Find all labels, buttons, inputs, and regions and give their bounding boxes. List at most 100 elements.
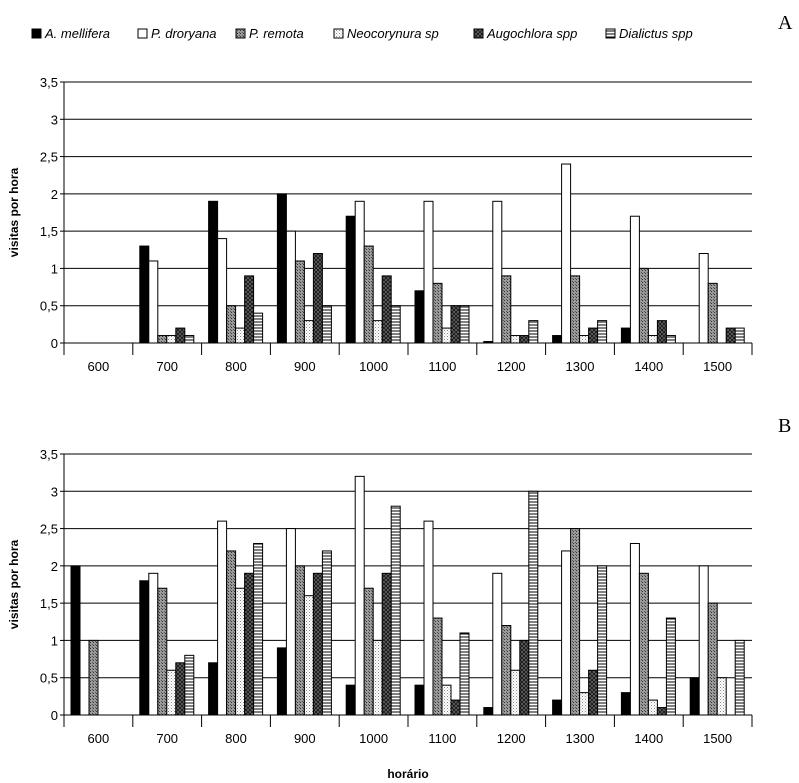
bar-neocorynura-sp-1200 [510, 335, 521, 344]
legend-swatch [605, 28, 616, 39]
y-tick-label: 0 [51, 708, 58, 723]
bar-dialictus-spp-1500 [734, 327, 745, 344]
bar-dialictus-spp-1100 [459, 305, 470, 344]
bar-neocorynura-sp-1400 [647, 699, 658, 716]
bar-a-mellifera-700 [139, 580, 150, 716]
panel-label-a: A [778, 12, 793, 34]
legend-label: Dialictus spp [619, 26, 693, 41]
bar-dialictus-spp-800 [253, 312, 264, 344]
y-tick-label: 3,5 [40, 75, 58, 90]
x-tick-label: 1200 [497, 359, 526, 374]
y-tick-label: 3 [51, 484, 58, 499]
bar-p-droryana-1500 [698, 565, 709, 716]
bar-augochlora-spp-700 [175, 662, 186, 716]
x-tick-label: 900 [294, 359, 316, 374]
bar-augochlora-spp-1100 [450, 305, 461, 344]
legend-label: A. mellifera [44, 26, 110, 41]
bar-augochlora-spp-1400 [656, 707, 667, 716]
bar-dialictus-spp-1300 [597, 565, 608, 716]
bar-p-droryana-1300 [561, 550, 572, 716]
x-tick-label: 600 [88, 359, 110, 374]
bar-augochlora-spp-900 [312, 572, 323, 716]
bar-dialictus-spp-1200 [528, 490, 539, 716]
y-tick-label: 2 [51, 559, 58, 574]
bar-neocorynura-sp-1500 [716, 677, 727, 716]
x-tick-label: 1500 [703, 731, 732, 746]
bar-p-droryana-700 [148, 260, 159, 344]
bar-p-remota-1000 [363, 245, 374, 344]
x-tick-label: 700 [156, 359, 178, 374]
bar-dialictus-spp-1200 [528, 320, 539, 344]
legend-swatch [235, 28, 246, 39]
bar-dialictus-spp-900 [321, 550, 332, 716]
bar-neocorynura-sp-1100 [441, 327, 452, 344]
bar-p-droryana-1100 [423, 520, 434, 716]
bar-augochlora-spp-1500 [725, 327, 736, 344]
bar-a-mellifera-700 [139, 245, 150, 344]
bar-p-droryana-900 [285, 230, 296, 344]
legend-swatch [137, 28, 148, 39]
legend-swatch [31, 28, 42, 39]
bar-augochlora-spp-800 [244, 275, 255, 344]
bar-dialictus-spp-1000 [390, 305, 401, 344]
bar-p-droryana-800 [217, 520, 228, 716]
y-tick-label: 0,5 [40, 671, 58, 686]
bar-p-remota-1400 [638, 267, 649, 344]
bar-p-droryana-1000 [354, 200, 365, 344]
bar-p-remota-600 [88, 639, 99, 716]
bar-p-droryana-1200 [492, 572, 503, 716]
y-axis-title: visitas por hora [7, 168, 21, 258]
bar-p-droryana-1300 [561, 163, 572, 344]
bar-a-mellifera-1200 [483, 707, 494, 716]
y-tick-label: 1 [51, 261, 58, 276]
legend-swatch [333, 28, 344, 39]
bar-a-mellifera-1100 [414, 290, 425, 344]
x-tick-label: 700 [156, 731, 178, 746]
y-tick-label: 2 [51, 187, 58, 202]
bar-p-remota-800 [226, 305, 237, 344]
x-tick-label: 800 [225, 731, 247, 746]
x-tick-label: 1500 [703, 359, 732, 374]
bar-dialictus-spp-800 [253, 542, 264, 716]
bar-neocorynura-sp-900 [303, 595, 314, 716]
x-tick-label: 1300 [566, 359, 595, 374]
bar-p-droryana-700 [148, 572, 159, 716]
chart-panel-b: 0 0,5 1 1,5 2 2,5 3 3,5 visitas por hora 600 700 80… [7, 447, 753, 746]
y-tick-label: 3 [51, 112, 58, 127]
bar-p-droryana-800 [217, 238, 228, 344]
bar-a-mellifera-1000 [345, 215, 356, 344]
y-tick-label: 1,5 [40, 596, 58, 611]
bar-neocorynura-sp-700 [166, 335, 177, 344]
bar-neocorynura-sp-800 [235, 587, 246, 716]
bar-augochlora-spp-700 [175, 327, 186, 344]
y-tick-label: 1,5 [40, 224, 58, 239]
panel-label-b: B [778, 415, 791, 437]
bar-p-remota-1200 [501, 625, 512, 716]
bar-dialictus-spp-1500 [734, 639, 745, 716]
bar-dialictus-spp-700 [184, 654, 195, 716]
bar-a-mellifera-1100 [414, 684, 425, 716]
bar-a-mellifera-1400 [620, 327, 631, 344]
bar-neocorynura-sp-1300 [579, 692, 590, 716]
y-tick-label: 3,5 [40, 447, 58, 462]
bar-neocorynura-sp-1000 [372, 639, 383, 716]
x-tick-label: 1400 [634, 359, 663, 374]
y-tick-label: 0,5 [40, 299, 58, 314]
bar-p-droryana-1400 [629, 542, 640, 716]
bar-a-mellifera-1300 [552, 699, 563, 716]
bar-p-remota-1000 [363, 587, 374, 716]
y-axis-title: visitas por hora [7, 540, 21, 630]
x-tick-label: 800 [225, 359, 247, 374]
bar-a-mellifera-800 [208, 662, 219, 716]
bar-p-remota-700 [157, 335, 168, 344]
x-tick-label: 1000 [359, 359, 388, 374]
bar-augochlora-spp-1400 [656, 320, 667, 344]
chart-panel-a: 0 0,5 1 1,5 2 2,5 3 3,5 visitas por hora 600 700 80… [7, 75, 753, 374]
legend-swatch [473, 28, 484, 39]
legend-label: Augochlora spp [486, 26, 577, 41]
bar-augochlora-spp-900 [312, 253, 323, 344]
bar-neocorynura-sp-1100 [441, 684, 452, 716]
x-tick-label: 1300 [566, 731, 595, 746]
bar-augochlora-spp-1200 [519, 335, 530, 344]
